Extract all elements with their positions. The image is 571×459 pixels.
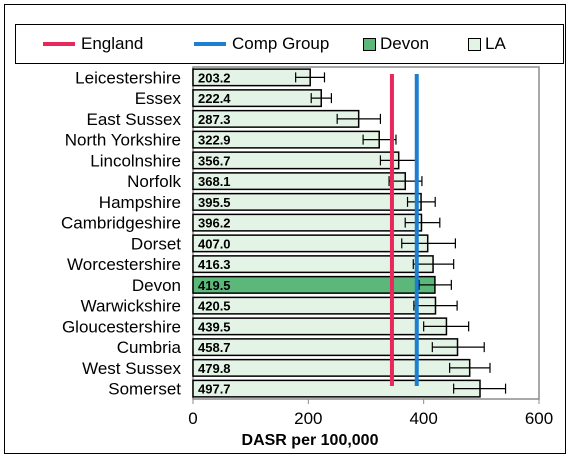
- legend-item-la: LA: [468, 25, 506, 63]
- legend-item-england: England: [43, 25, 143, 63]
- category-label-north-yorkshire: North Yorkshire: [65, 131, 181, 150]
- legend-swatch-la: [468, 37, 481, 51]
- category-label-norfolk: Norfolk: [127, 172, 181, 191]
- value-label-norfolk: 368.1: [198, 174, 231, 189]
- legend-label-england: England: [81, 34, 144, 53]
- legend-swatch-comp-group: [194, 42, 226, 46]
- chart-legend: England Comp Group Devon LA: [15, 24, 564, 64]
- category-label-lincolnshire: Lincolnshire: [90, 151, 181, 170]
- bar-somerset: [192, 379, 481, 398]
- x-tick-label: 400: [409, 409, 437, 428]
- chart-frame: England Comp Group Devon LA Leicestershi…: [4, 4, 566, 454]
- category-label-worcestershire: Worcestershire: [67, 255, 181, 274]
- legend-swatch-devon: [363, 37, 376, 51]
- legend-label-la: LA: [485, 34, 506, 53]
- bar-west-sussex: [192, 358, 471, 377]
- category-label-cambridgeshire: Cambridgeshire: [61, 214, 181, 233]
- value-label-somerset: 497.7: [198, 382, 231, 397]
- legend-item-devon: Devon: [363, 25, 429, 63]
- value-label-worcestershire: 416.3: [198, 257, 231, 272]
- category-label-cumbria: Cumbria: [117, 338, 182, 357]
- value-label-east-sussex: 287.3: [198, 112, 231, 127]
- category-label-hampshire: Hampshire: [99, 193, 181, 212]
- x-tick-label: 0: [188, 409, 197, 428]
- category-label-devon: Devon: [132, 276, 181, 295]
- category-label-somerset: Somerset: [108, 380, 181, 399]
- value-label-cambridgeshire: 396.2: [198, 216, 231, 231]
- value-label-gloucestershire: 439.5: [198, 319, 231, 334]
- bar-chart: Leicestershire Essex East Sussex North York…: [61, 66, 553, 449]
- category-label-warwickshire: Warwickshire: [81, 297, 181, 316]
- value-label-devon: 419.5: [198, 278, 231, 293]
- value-label-hampshire: 395.5: [198, 195, 231, 210]
- legend-swatch-england: [43, 42, 75, 46]
- value-label-essex: 222.4: [198, 91, 231, 106]
- value-label-north-yorkshire: 322.9: [198, 133, 231, 148]
- category-label-leicestershire: Leicestershire: [75, 68, 181, 87]
- legend-item-comp-group: Comp Group: [194, 25, 329, 63]
- legend-label-devon: Devon: [380, 34, 430, 53]
- value-label-dorset: 407.0: [198, 236, 231, 251]
- category-label-east-sussex: East Sussex: [87, 110, 182, 129]
- bar-gloucestershire: [192, 317, 448, 336]
- legend-label-comp-group: Comp Group: [232, 34, 330, 53]
- value-label-leicestershire: 203.2: [198, 70, 231, 85]
- value-label-warwickshire: 420.5: [198, 299, 231, 314]
- value-label-lincolnshire: 356.7: [198, 153, 231, 168]
- value-label-cumbria: 458.7: [198, 340, 231, 355]
- category-label-west-sussex: West Sussex: [82, 359, 181, 378]
- category-label-essex: Essex: [135, 89, 182, 108]
- x-tick-label: 600: [525, 409, 553, 428]
- category-label-dorset: Dorset: [131, 234, 181, 253]
- x-axis-title: DASR per 100,000: [242, 432, 379, 449]
- x-tick-label: 200: [294, 409, 322, 428]
- category-label-gloucestershire: Gloucestershire: [62, 317, 181, 336]
- value-label-west-sussex: 479.8: [198, 361, 231, 376]
